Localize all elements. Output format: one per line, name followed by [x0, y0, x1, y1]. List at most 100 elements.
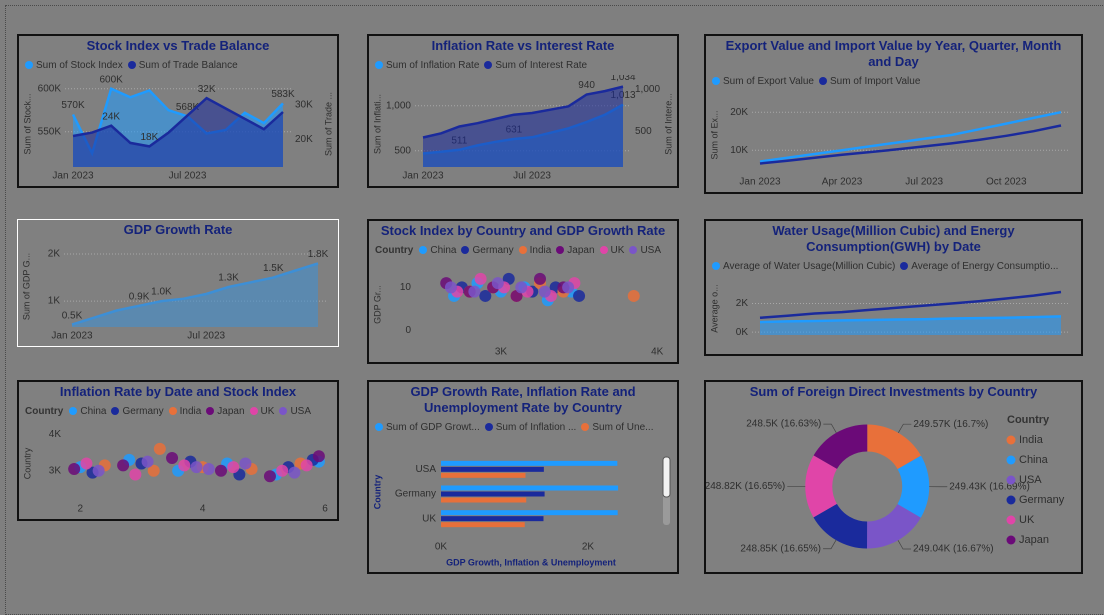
chart-title: Sum of Foreign Direct Investments by Cou…	[706, 382, 1081, 402]
legend-marker	[600, 246, 608, 254]
legend: Sum of Inflation Rate Sum of Interest Rat…	[369, 56, 677, 75]
legend-marker	[1007, 476, 1016, 485]
legend: Average of Water Usage(Million Cubic) Ave…	[706, 257, 1081, 276]
x-tick-label: Jan 2023	[51, 331, 93, 342]
legend-marker	[279, 407, 287, 415]
x-tick-label: 2	[78, 504, 84, 515]
data-label: 248.5K (16.63%)	[746, 419, 821, 430]
legend-marker	[1007, 516, 1016, 525]
chart-title: Inflation Rate vs Interest Rate	[369, 36, 677, 56]
legend-marker	[485, 423, 493, 431]
x-tick-label: Jan 2023	[739, 177, 781, 188]
legend-item: UK	[600, 245, 625, 256]
y-tick-label: USA	[415, 464, 436, 475]
chart-title: Stock Index vs Trade Balance	[19, 36, 337, 56]
legend-item: Average of Energy Consumptio...	[900, 261, 1058, 272]
line	[760, 292, 1061, 318]
bar	[441, 486, 618, 491]
data-label: 1.3K	[218, 273, 239, 284]
y-tick-label: 20K	[295, 134, 313, 145]
data-label: 0.9K	[129, 291, 150, 302]
scatter-point	[573, 290, 585, 302]
x-tick-label: Apr 2023	[822, 177, 863, 188]
legend-label: Japan	[1019, 534, 1049, 546]
chart-panel: Sum of Foreign Direct Investments by Cou…	[704, 380, 1083, 574]
legend-label: India	[1019, 434, 1044, 446]
legend-label: Germany	[122, 406, 163, 417]
scatter-point	[93, 465, 105, 477]
legend-label: USA	[290, 406, 311, 417]
leader-line	[823, 424, 836, 433]
legend-item: Sum of Import Value	[819, 76, 920, 87]
legend-label: UK	[261, 406, 275, 417]
y-tick-label: 500	[635, 126, 652, 137]
area-fill	[423, 87, 623, 167]
legend-marker	[1007, 456, 1016, 465]
x-tick-label: Jul 2023	[513, 171, 551, 182]
y-tick-label: 550K	[38, 126, 62, 137]
scatter-point	[313, 450, 325, 462]
chart-title: Export Value and Import Value by Year, Q…	[706, 36, 1081, 72]
legend-item: China	[69, 406, 106, 417]
legend-marker	[900, 262, 908, 270]
y-tick-label: 20K	[730, 107, 748, 118]
legend-label: India	[530, 245, 552, 256]
legend-item: Japan	[556, 245, 594, 256]
legend-item: Sum of GDP Growt...	[375, 422, 480, 433]
legend-marker	[375, 61, 383, 69]
y-tick-label: 30K	[295, 100, 313, 111]
legend-label: Japan	[217, 406, 244, 417]
legend-item: India	[519, 245, 552, 256]
legend-label: USA	[640, 245, 661, 256]
x-tick-label: Oct 2023	[986, 177, 1027, 188]
y-tick-label: 10K	[730, 145, 748, 156]
legend-item: Germany	[111, 406, 163, 417]
x-tick-label: 6	[322, 504, 328, 515]
legend-marker	[484, 61, 492, 69]
legend-marker	[25, 61, 33, 69]
x-tick-label: 4K	[651, 347, 664, 358]
data-label: 0.5K	[62, 310, 83, 321]
scatter-point	[475, 273, 487, 285]
chart-title: Stock Index by Country and GDP Growth Ra…	[369, 221, 677, 241]
legend-label: China	[1019, 454, 1049, 466]
legend-label: Sum of Inflation Rate	[386, 60, 479, 71]
bar	[441, 516, 543, 521]
y-tick-label: UK	[422, 513, 436, 524]
x-tick-label: 0K	[435, 542, 448, 553]
axis-title: Sum of Trade ...	[323, 92, 333, 156]
leader-line	[823, 540, 836, 549]
scatter-point	[215, 465, 227, 477]
y-tick-label: 600K	[38, 83, 62, 94]
data-label: 600K	[100, 75, 124, 85]
legend-label: USA	[1019, 474, 1042, 486]
legend-label: Sum of Export Value	[723, 76, 814, 87]
scatter-point	[562, 281, 574, 293]
legend-marker	[169, 407, 177, 415]
x-tick-label: Jul 2023	[169, 171, 207, 182]
bar	[441, 498, 526, 503]
plot-area: 249.57K (16.7%)249.43K (16.69%)249.04K (…	[706, 402, 1081, 571]
legend-item: Sum of Interest Rate	[484, 60, 587, 71]
leader-line	[898, 540, 911, 549]
bar	[441, 473, 525, 478]
scatter-point	[117, 459, 129, 471]
y-tick-label: 500	[394, 145, 411, 156]
scatter-point	[288, 467, 300, 479]
legend-item: UK	[250, 406, 275, 417]
data-label: 570K	[61, 100, 85, 111]
scatter-point	[534, 273, 546, 285]
legend-label: Average of Water Usage(Million Cubic)	[723, 261, 895, 272]
y-tick-label: 10	[400, 282, 412, 293]
data-label: 249.04K (16.67%)	[913, 544, 994, 555]
x-tick-label: 4	[200, 504, 206, 515]
legend-label: Sum of Inflation ...	[496, 422, 577, 433]
